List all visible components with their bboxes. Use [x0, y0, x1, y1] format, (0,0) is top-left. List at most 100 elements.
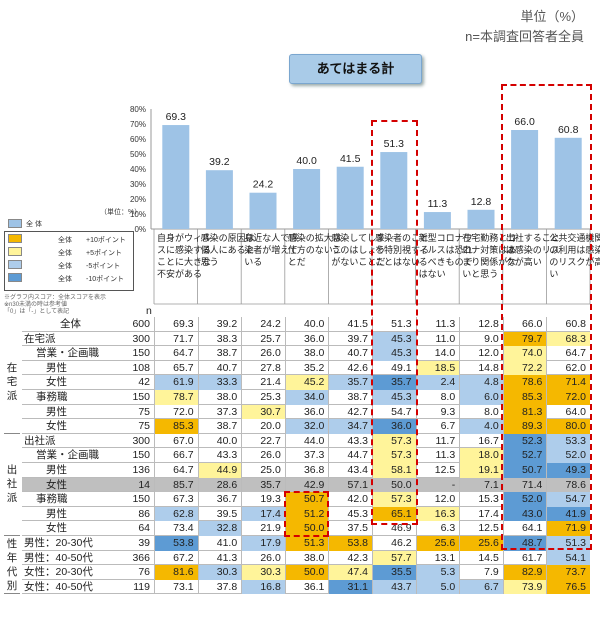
row-n-value: 300 [132, 332, 150, 345]
row-n-value: 75 [138, 420, 150, 433]
row-label: 女性 [46, 522, 67, 535]
category-label: 在宅勤務とコロナ対策はあまり関係がないと思う [462, 232, 516, 279]
table-cell: 71.4 [546, 375, 590, 390]
table-cell: 79.7 [502, 331, 547, 347]
legend-swatch-dn10 [8, 273, 22, 282]
bar [162, 125, 190, 229]
table-cell: 25.7 [241, 331, 285, 347]
row-n-value: 42 [138, 376, 150, 389]
table-cell: 52.7 [502, 448, 547, 463]
table-cell: 5.0 [415, 579, 460, 595]
table-cell: 45.2 [284, 375, 329, 390]
table-cell: 66.7 [154, 448, 198, 463]
table-cell: 37.3 [197, 404, 242, 420]
row-n-value: 76 [138, 566, 150, 579]
table-cell: 65.1 [372, 506, 416, 522]
table-cell: 36.0 [372, 419, 416, 434]
table-cell: 37.8 [197, 579, 242, 595]
y-tick-label: 50% [130, 150, 146, 159]
table-cell: 35.5 [372, 565, 416, 580]
table-cell: 44.7 [328, 448, 372, 463]
table-row [22, 448, 590, 463]
row-label: 女性 [46, 478, 67, 491]
table-cell: 53.3 [546, 433, 590, 449]
table-cell: 51.3 [284, 536, 329, 551]
table-row [22, 317, 590, 332]
legend-note-1: ※グラフ内スコア：全体スコアを表示 [4, 295, 107, 301]
table-cell: 31.1 [328, 579, 372, 595]
table-cell: 43.3 [197, 448, 242, 463]
table-cell: 49.3 [546, 463, 590, 478]
row-n-value: 150 [132, 493, 150, 506]
unit-label: 単位（%） [520, 9, 584, 24]
table-cell: 53.8 [154, 536, 198, 551]
table-cell: 12.0 [459, 346, 503, 361]
legend-up5-label: 全体 +5ポイント [58, 250, 122, 257]
table-cell: 78.7 [154, 390, 198, 405]
table-cell: 73.4 [154, 521, 198, 536]
table-cell: 42.3 [328, 550, 372, 566]
table-cell: 18.0 [459, 448, 503, 463]
table-cell: 60.8 [546, 317, 590, 332]
table-cell: 6.7 [415, 419, 460, 434]
category-label: 自身がウィルスに感染することに大きな不安がある [157, 232, 211, 279]
row-label: 営業・企画職 [36, 347, 99, 360]
table-cell: 64.1 [502, 521, 547, 536]
row-n-value: 14 [138, 478, 150, 491]
bar [249, 192, 277, 229]
table-cell: 40.0 [284, 317, 329, 332]
row-label: 男性 [46, 507, 67, 520]
highlight-frame-col4 [283, 491, 330, 537]
chart-title: あてはまる計 [289, 54, 422, 84]
table-cell: 14.0 [415, 346, 460, 361]
legend-note-3: 「0」は「-」として表記 [4, 309, 70, 315]
table-cell: 67.2 [154, 550, 198, 566]
category-label: 感染の拡大は仕方のないことだ [288, 232, 342, 267]
table-cell: 43.4 [328, 463, 372, 478]
table-cell: 81.6 [154, 565, 198, 580]
table-cell: 68.3 [546, 331, 590, 347]
table-cell: 21.4 [241, 375, 285, 390]
table-cell: 38.0 [197, 390, 242, 405]
table-cell: 17.9 [241, 536, 285, 551]
table-cell: 9.0 [459, 331, 503, 347]
table-cell: 38.7 [328, 390, 372, 405]
table-cell: 30.3 [241, 565, 285, 580]
table-cell: 48.7 [502, 536, 547, 551]
table-cell: 22.7 [241, 433, 285, 449]
row-label: 全体 [60, 318, 81, 330]
table-cell: 50.7 [502, 463, 547, 478]
table-cell: 67.3 [154, 492, 198, 507]
row-n-value: 75 [138, 405, 150, 418]
table-cell: 64.7 [154, 463, 198, 478]
y-tick-label: 20% [130, 195, 146, 204]
table-cell: 62.0 [546, 360, 590, 376]
bar [380, 152, 408, 229]
table-cell: 43.7 [372, 579, 416, 595]
table-cell: 36.8 [284, 463, 329, 478]
table-cell: 4.0 [459, 419, 503, 434]
table-cell: 42.9 [284, 477, 329, 493]
table-row [22, 463, 590, 478]
table-cell: 14.8 [459, 360, 503, 376]
bar-value-label: 12.8 [471, 196, 492, 208]
table-cell: 74.0 [502, 346, 547, 361]
bar-value-label: 66.0 [514, 116, 535, 128]
row-n-value: 64 [138, 522, 150, 535]
table-cell: 54.7 [546, 492, 590, 507]
category-label: 出社することは感染のリスクが高い [506, 232, 560, 267]
table-cell: 37.3 [284, 448, 329, 463]
y-tick-label: 0% [134, 225, 146, 234]
legend-up10-label: 全体 +10ポイント [58, 237, 126, 244]
table-cell: 38.0 [284, 346, 329, 361]
bar-value-label: 11.3 [428, 198, 448, 210]
table-cell: 45.3 [372, 346, 416, 361]
highlight-frame-col9-10 [500, 84, 592, 550]
table-cell: 57.7 [372, 550, 416, 566]
table-cell: 24.2 [241, 317, 285, 332]
table-cell: 82.9 [502, 565, 547, 580]
table-cell: 57.3 [372, 492, 416, 507]
table-cell: 28.6 [197, 477, 242, 493]
n-column-header: n [146, 305, 152, 317]
table-cell: 73.9 [502, 579, 547, 595]
